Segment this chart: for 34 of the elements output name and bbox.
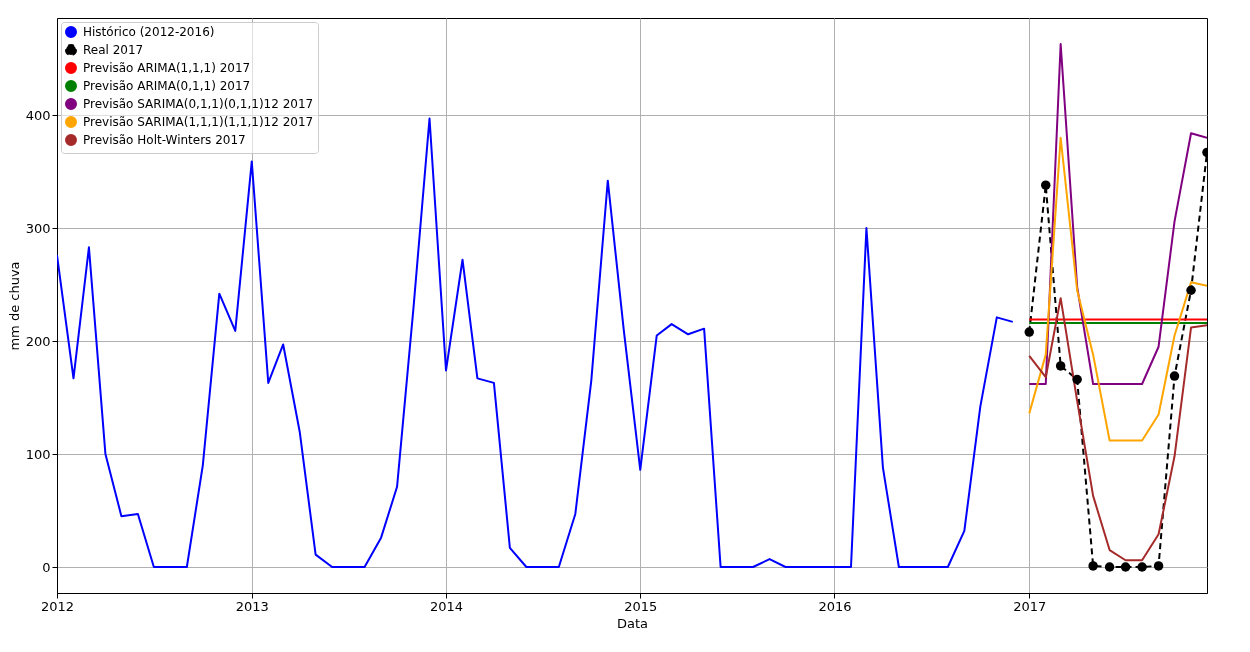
x-tick-label: 2014 [429, 598, 464, 614]
legend-label: Histórico (2012-2016) [83, 25, 215, 39]
point [1153, 561, 1164, 571]
y-tick-label: 200 [25, 333, 51, 349]
y-tick-label: 0 [42, 559, 51, 575]
y-axis-title: mm de chuva [6, 261, 22, 351]
point [1055, 361, 1066, 371]
point [1186, 285, 1196, 295]
legend-label: Previsão SARIMA(1,1,1)(1,1,1)12 2017 [83, 115, 314, 129]
x-tick-label: 2016 [818, 598, 852, 614]
legend-label: Previsão ARIMA(0,1,1) 2017 [83, 79, 251, 93]
line-series [1028, 136, 1207, 442]
point [1072, 374, 1082, 385]
legend-label: Previsão Holt-Winters 2017 [83, 133, 246, 147]
line-series [1028, 42, 1207, 386]
legend-label: Previsão SARIMA(0,1,1)(0,1,1)12 2017 [83, 97, 314, 111]
x-tick-label: 2012 [40, 598, 75, 614]
x-tick-label: 2015 [624, 598, 658, 614]
x-tick-label: 2013 [235, 598, 269, 614]
x-tick-label: 2017 [1013, 598, 1047, 614]
y-tick-label: 300 [25, 220, 51, 236]
point [1041, 180, 1051, 190]
line-series [57, 117, 1014, 569]
point [1137, 562, 1147, 572]
y-tick-label: 100 [25, 446, 51, 462]
y-tick-label: 400 [25, 107, 51, 123]
point [1104, 562, 1115, 572]
legend-label: Real 2017 [83, 43, 144, 57]
point [1120, 562, 1131, 572]
point [1169, 371, 1180, 381]
point [1024, 327, 1034, 337]
point [1088, 561, 1098, 571]
x-axis-title: Data [616, 615, 649, 631]
legend-label: Previsão ARIMA(1,1,1) 2017 [83, 61, 251, 75]
